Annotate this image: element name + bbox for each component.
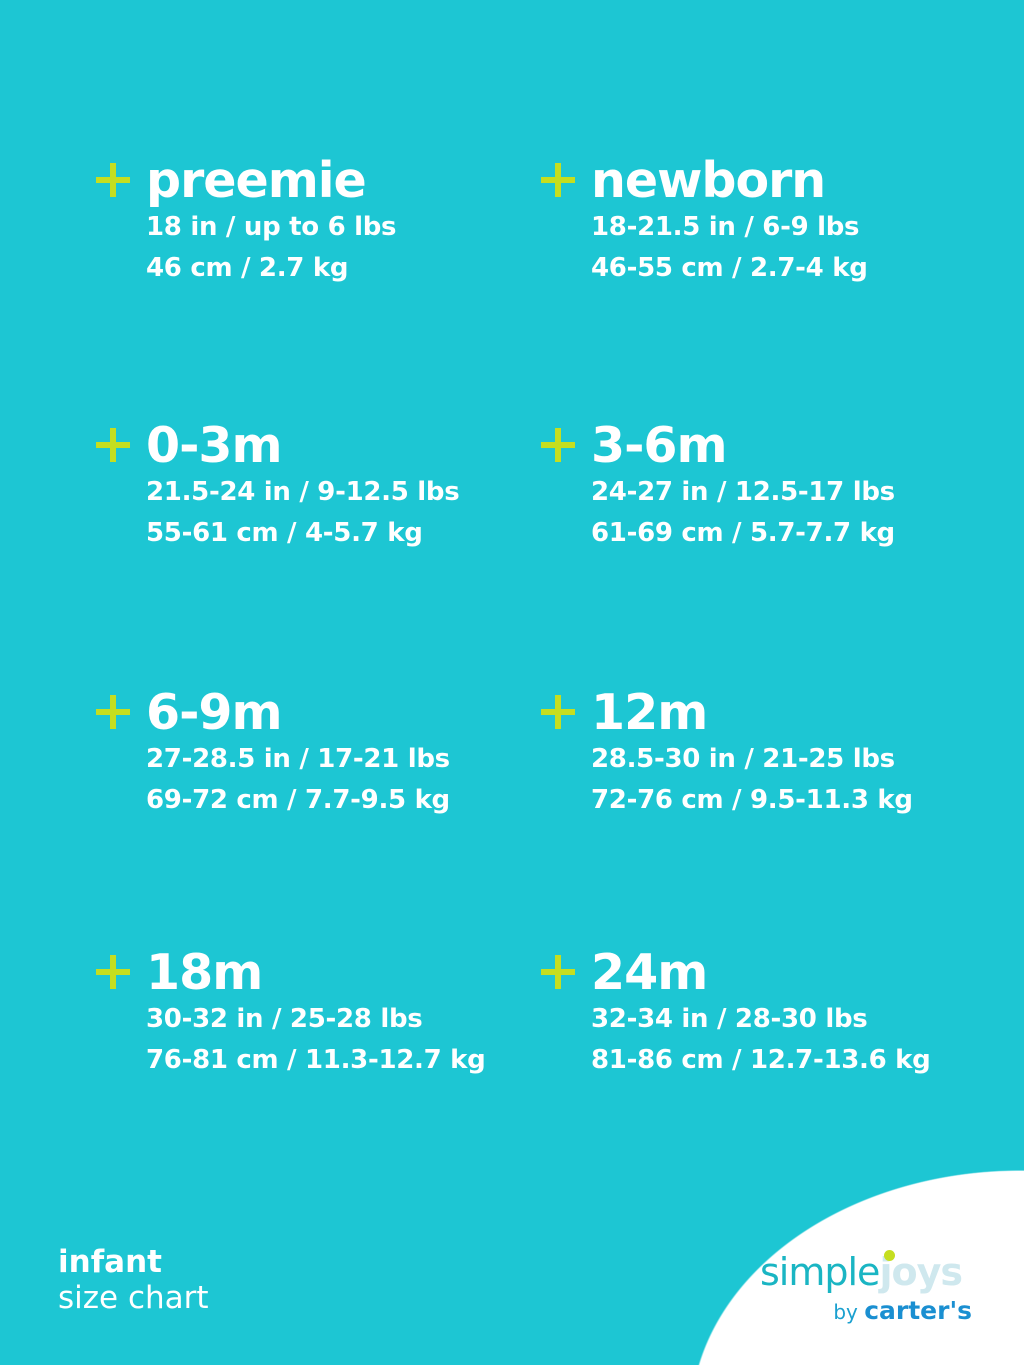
plus-icon xyxy=(96,695,130,729)
size-entry: preemie 18 in / up to 6 lbs 46 cm / 2.7 … xyxy=(96,152,566,289)
plus-icon xyxy=(96,428,130,462)
size-entry: 3-6m 24-27 in / 12.5-17 lbs 61-69 cm / 5… xyxy=(541,417,1011,554)
plus-icon xyxy=(541,955,575,989)
imperial-measure: 18-21.5 in / 6-9 lbs xyxy=(591,212,860,242)
brand-logo: simple joys by carter's xyxy=(760,1250,1000,1325)
metric-measure: 46-55 cm / 2.7-4 kg xyxy=(591,253,868,283)
logo-word-joys: joys xyxy=(879,1250,963,1294)
size-entry: 0-3m 21.5-24 in / 9-12.5 lbs 55-61 cm / … xyxy=(96,417,566,554)
size-entry: 6-9m 27-28.5 in / 17-21 lbs 69-72 cm / 7… xyxy=(96,684,566,821)
metric-measure: 55-61 cm / 4-5.7 kg xyxy=(146,518,423,548)
size-label: 12m xyxy=(591,684,708,741)
chart-caption: infant size chart xyxy=(58,1244,209,1316)
size-entry: 24m 32-34 in / 28-30 lbs 81-86 cm / 12.7… xyxy=(541,944,1011,1081)
imperial-measure: 28.5-30 in / 21-25 lbs xyxy=(591,744,895,774)
logo-word-simple: simple xyxy=(760,1250,880,1294)
plus-icon xyxy=(541,695,575,729)
logo-by: by xyxy=(833,1300,858,1324)
plus-icon xyxy=(541,163,575,197)
size-label: 6-9m xyxy=(146,684,283,741)
size-entry: 12m 28.5-30 in / 21-25 lbs 72-76 cm / 9.… xyxy=(541,684,1011,821)
caption-title: infant xyxy=(58,1244,162,1280)
metric-measure: 61-69 cm / 5.7-7.7 kg xyxy=(591,518,895,548)
metric-measure: 72-76 cm / 9.5-11.3 kg xyxy=(591,785,913,815)
plus-icon xyxy=(96,163,130,197)
plus-icon xyxy=(541,428,575,462)
imperial-measure: 30-32 in / 25-28 lbs xyxy=(146,1004,423,1034)
size-entry: newborn 18-21.5 in / 6-9 lbs 46-55 cm / … xyxy=(541,152,1011,289)
size-entry: 18m 30-32 in / 25-28 lbs 76-81 cm / 11.3… xyxy=(96,944,566,1081)
logo-backdrop xyxy=(690,1170,1024,1365)
metric-measure: 69-72 cm / 7.7-9.5 kg xyxy=(146,785,450,815)
imperial-measure: 32-34 in / 28-30 lbs xyxy=(591,1004,868,1034)
plus-icon xyxy=(96,955,130,989)
size-label: 3-6m xyxy=(591,417,728,474)
size-label: preemie xyxy=(146,152,367,209)
metric-measure: 46 cm / 2.7 kg xyxy=(146,253,349,283)
imperial-measure: 27-28.5 in / 17-21 lbs xyxy=(146,744,450,774)
imperial-measure: 24-27 in / 12.5-17 lbs xyxy=(591,477,895,507)
size-label: 18m xyxy=(146,944,263,1001)
imperial-measure: 18 in / up to 6 lbs xyxy=(146,212,397,242)
size-label: 24m xyxy=(591,944,708,1001)
imperial-measure: 21.5-24 in / 9-12.5 lbs xyxy=(146,477,460,507)
size-label: newborn xyxy=(591,152,826,209)
metric-measure: 81-86 cm / 12.7-13.6 kg xyxy=(591,1045,931,1075)
size-label: 0-3m xyxy=(146,417,283,474)
caption-subtitle: size chart xyxy=(58,1280,209,1316)
logo-brand: carter's xyxy=(864,1296,972,1325)
metric-measure: 76-81 cm / 11.3-12.7 kg xyxy=(146,1045,486,1075)
